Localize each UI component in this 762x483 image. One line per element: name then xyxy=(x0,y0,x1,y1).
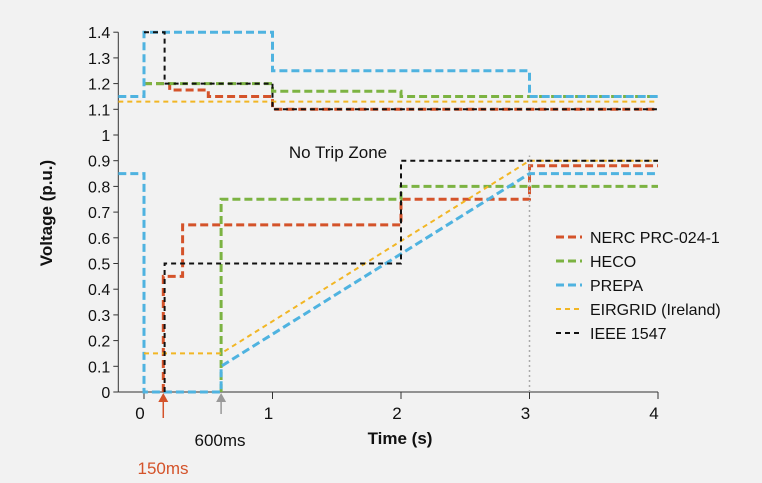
y-tick-label: 0.8 xyxy=(88,179,110,196)
y-tick-label: 0.6 xyxy=(88,231,110,248)
y-tick-label: 1.1 xyxy=(88,102,110,119)
y-tick-label: 1.4 xyxy=(88,25,110,42)
no-trip-zone-label: No Trip Zone xyxy=(289,143,387,162)
y-tick-label: 0.4 xyxy=(88,282,110,299)
y-tick-label: 0.7 xyxy=(88,205,110,222)
ieee-1547-low-line xyxy=(163,159,658,392)
heco-high-line xyxy=(144,82,658,98)
annotations: No Trip Zone 150ms 600ms xyxy=(137,143,531,478)
x-tick-label: 1 xyxy=(264,404,273,423)
prepa-high-line xyxy=(118,30,658,98)
y-tick-label: 0.3 xyxy=(88,308,110,325)
y-tick-label: 0 xyxy=(101,385,110,402)
x-tick-label: 2 xyxy=(392,404,401,423)
y-tick-label: 1.3 xyxy=(88,51,110,68)
marker-150ms-label: 150ms xyxy=(137,459,188,478)
marker-600ms-arrow-head xyxy=(216,393,227,402)
y-tick-label: 0.5 xyxy=(88,257,110,274)
legend-label: EIRGRID (Ireland) xyxy=(590,302,721,319)
x-tick-label: 3 xyxy=(521,404,530,423)
legend: NERC PRC-024-1 HECO PREPA EIRGRID (Ireland)… xyxy=(556,230,721,343)
series-lines xyxy=(118,30,658,394)
prepa-low-line xyxy=(118,172,658,394)
y-tick-label: 0.9 xyxy=(88,154,110,171)
axes: 0 0.1 0.2 0.3 0.4 0.5 0.6 0.7 0.8 0.9 1 1.1 1.2 1.3 1.… xyxy=(88,25,659,423)
y-axis-label: Voltage (p.u.) xyxy=(37,160,56,266)
x-tick-label: 4 xyxy=(649,404,658,423)
y-tick-label: 1 xyxy=(101,128,110,145)
marker-600ms-label: 600ms xyxy=(194,431,245,450)
marker-150ms-arrow-head xyxy=(158,393,169,402)
legend-label: IEEE 1547 xyxy=(590,326,667,343)
y-tick-label: 1.2 xyxy=(88,77,110,94)
y-tick-label: 0.2 xyxy=(88,334,110,351)
x-axis-label: Time (s) xyxy=(368,429,433,448)
x-tick-label: 0 xyxy=(135,404,144,423)
y-tick-label: 0.1 xyxy=(88,359,110,376)
legend-label: PREPA xyxy=(590,278,643,295)
legend-label: NERC PRC-024-1 xyxy=(590,230,720,247)
legend-label: HECO xyxy=(590,254,636,271)
